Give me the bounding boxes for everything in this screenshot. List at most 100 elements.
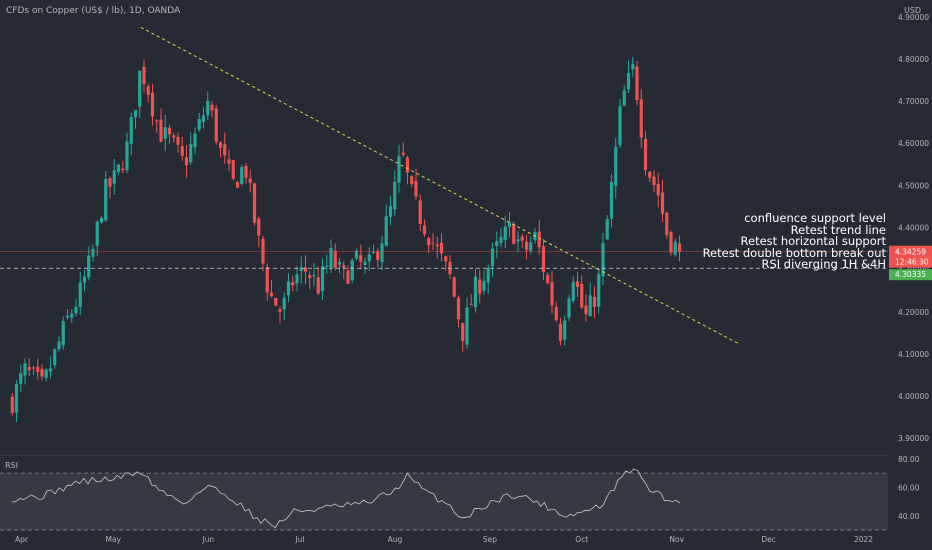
candle-body — [622, 90, 626, 106]
candle-body — [87, 255, 91, 278]
candle-body — [529, 242, 533, 251]
candle-body — [14, 384, 19, 413]
candle-body — [44, 369, 48, 378]
time-tick-label: Jun — [201, 535, 214, 544]
candle-body — [431, 242, 435, 244]
annotation-line: RSI diverging 1H &4H — [761, 257, 886, 272]
candle-body — [520, 236, 524, 241]
candle-body — [507, 222, 512, 227]
candle-body — [210, 104, 214, 111]
candle-body — [371, 252, 376, 254]
candle-body — [116, 164, 121, 173]
time-tick-label: Nov — [669, 535, 684, 544]
candle-body — [82, 276, 87, 283]
candle-body — [359, 254, 363, 262]
candle-body — [414, 180, 418, 197]
candle-body — [388, 206, 393, 217]
candle-body — [320, 266, 325, 292]
candle-body — [503, 226, 507, 240]
support-badge — [889, 269, 932, 281]
candle-body — [580, 284, 584, 308]
candle-body — [163, 127, 167, 139]
candle-body — [138, 70, 142, 107]
candle-body — [23, 363, 27, 376]
time-tick-label: Apr — [15, 535, 29, 544]
candle-body — [367, 254, 371, 262]
rsi-tick-label: 60.00 — [898, 483, 920, 492]
candle-body — [541, 246, 546, 273]
candle-body — [592, 297, 597, 307]
candle-body — [626, 72, 631, 90]
candle-body — [609, 182, 614, 219]
candle-body — [133, 110, 138, 118]
candle-body — [36, 366, 40, 373]
candle-body — [53, 349, 57, 366]
price-tick-label: 4.10000 — [898, 350, 929, 359]
candle-body — [537, 231, 541, 248]
price-tick-label: 4.00000 — [898, 392, 929, 401]
candle-body — [427, 238, 431, 246]
candle-body — [499, 236, 503, 243]
candle-body — [312, 275, 316, 277]
candle-body — [129, 117, 133, 144]
candle-body — [465, 307, 469, 345]
candle-body — [172, 135, 176, 138]
rsi-pane-title: RSI — [5, 461, 18, 470]
candle-body — [337, 262, 342, 265]
candle-body — [244, 165, 248, 178]
candle-body — [155, 120, 159, 122]
candle-body — [363, 261, 367, 265]
candle-body — [473, 276, 478, 308]
candle-body — [257, 218, 261, 236]
candle-body — [112, 170, 116, 184]
candle-body — [184, 157, 189, 166]
candle-body — [308, 275, 312, 279]
candle-body — [461, 322, 465, 341]
candle-body — [274, 297, 278, 306]
candle-body — [354, 250, 359, 259]
candle-body — [605, 218, 609, 240]
candle-body — [206, 100, 210, 116]
rsi-band — [0, 473, 888, 530]
candle-body — [567, 298, 571, 318]
candle-body — [261, 238, 265, 264]
candle-body — [656, 184, 660, 196]
candle-body — [104, 178, 108, 221]
candle-body — [631, 64, 635, 70]
candle-body — [108, 178, 112, 187]
last-price-badge — [889, 245, 932, 268]
candle-body — [265, 267, 269, 293]
candle-body — [248, 178, 252, 183]
candle-body — [444, 256, 448, 262]
candle-body — [422, 225, 427, 235]
annotation-line: confluence support level — [744, 211, 886, 225]
price-tick-label: 4.20000 — [898, 308, 929, 317]
candle-body — [252, 183, 257, 223]
candle-body — [346, 270, 350, 284]
candle-body — [291, 282, 295, 286]
candle-body — [597, 273, 601, 307]
candle-body — [601, 243, 605, 277]
candle-body — [193, 133, 197, 148]
candle-countdown: 12:46:30 — [895, 258, 929, 267]
candle-body — [214, 108, 218, 142]
candle-body — [316, 277, 320, 294]
candle-body — [660, 192, 665, 214]
time-tick-label: Sep — [483, 535, 497, 544]
candle-body — [146, 86, 150, 95]
candle-body — [380, 243, 384, 263]
candle-body — [295, 274, 299, 284]
candle-body — [550, 282, 554, 306]
candle-body — [269, 292, 274, 297]
candle-body — [10, 396, 14, 413]
candle-body — [333, 250, 337, 268]
candle-body — [329, 248, 333, 268]
candle-body — [571, 281, 575, 301]
time-axis[interactable]: Apr May Jun Jul Aug Sep Oct Nov Dec 2022 — [15, 535, 873, 544]
candle-body — [469, 304, 473, 306]
last-price-value: 4.34259 — [895, 248, 926, 257]
candle-body — [150, 92, 155, 117]
overlays-group — [0, 26, 888, 344]
candle-body — [70, 313, 74, 318]
time-tick-label: Oct — [575, 535, 588, 544]
